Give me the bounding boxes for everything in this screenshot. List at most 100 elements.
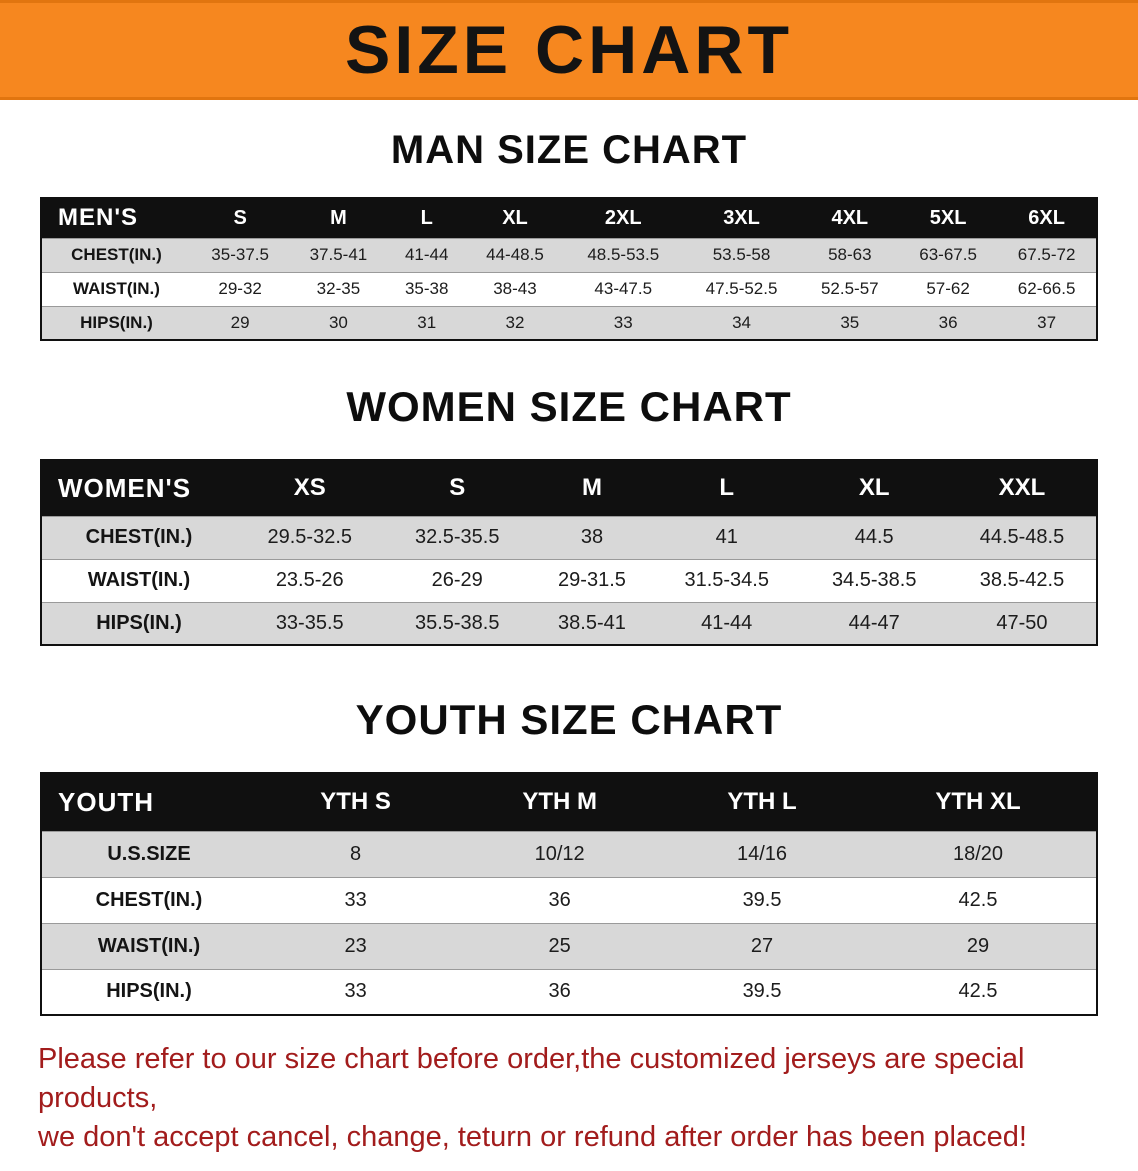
size-cell: 35 [840,312,860,332]
size-cell: 44.5 [854,526,894,548]
column-header: 4XL [831,206,869,229]
column-header: XL [502,206,528,229]
table-body-men: CHEST(IN.) 35-37.5 37.5-41 41-44 44-48.5 48.5… [41,238,1097,340]
row-label: CHEST(IN.) [95,888,203,911]
size-table-women: WOMEN'S XS S M L XL XXL CHEST(IN.) 29.5-32.5 32.5… [40,459,1098,646]
size-cell: 23 [344,934,367,957]
table-row: WAIST(IN.) 23.5-26 26-29 29-31.5 31.5-34.5 34… [41,559,1097,602]
size-cell: 29.5-32.5 [267,526,352,548]
column-header: XXL [998,474,1046,502]
section-heading-men: MAN SIZE CHART [390,128,748,172]
size-cell: 38 [580,526,604,548]
row-label: U.S.SIZE [107,842,191,865]
table-corner-label: YOUTH [58,786,154,817]
column-header: 5XL [929,206,967,229]
notice-line-1: Please refer to our size chart before or… [38,1043,1025,1114]
section-heading-women: WOMEN SIZE CHART [346,383,792,430]
column-header: 6XL [1028,206,1065,229]
footer-notice: Please refer to our size chart before or… [0,1040,1138,1157]
column-header: M [581,474,602,502]
table-row: HIPS(IN.) 33-35.5 35.5-38.5 38.5-41 41-44 44-… [41,602,1097,645]
size-cell: 18/20 [952,842,1004,865]
size-cell: 33 [344,980,367,1003]
column-header: XL [858,474,890,502]
size-cell: 39.5 [742,980,782,1003]
size-cell: 35-38 [404,279,449,298]
table-row: HIPS(IN.) 33 36 39.5 42.5 [41,969,1097,1015]
size-cell: 57-62 [926,279,970,298]
size-cell: 33 [613,312,633,332]
size-cell: 42.5 [958,888,998,911]
table-row: WAIST(IN.) 29-32 32-35 35-38 38-43 43-47.5 47.… [41,272,1097,306]
size-cell: 44-47 [848,611,900,634]
size-cell: 42.5 [958,980,998,1003]
row-label: WAIST(IN.) [73,279,160,298]
table-body-youth: U.S.SIZE 8 10/12 14/16 18/20 CHEST(IN.) 33 36 39… [41,831,1097,1015]
table-row: CHEST(IN.) 33 36 39.5 42.5 [41,877,1097,923]
size-cell: 29-32 [218,279,262,298]
column-header: YTH L [727,788,797,816]
size-cell: 29-31.5 [558,569,626,591]
size-table-youth: YOUTH YTH S YTH M YTH L YTH XL U.S.SIZE 8 10/12… [40,772,1098,1016]
size-cell: 38.5-42.5 [979,569,1065,591]
column-header: S [449,474,466,502]
size-cell: 52.5-57 [820,279,879,298]
size-cell: 44-48.5 [486,245,544,264]
size-cell: 27 [750,934,774,957]
size-cell: 8 [350,842,362,865]
size-cell: 41 [715,526,738,548]
size-cell: 29 [230,312,250,332]
table-body-women: CHEST(IN.) 29.5-32.5 32.5-35.5 38 41 44.5 44.5… [41,516,1097,645]
table-row: CHEST(IN.) 29.5-32.5 32.5-35.5 38 41 44.5 44.5… [41,516,1097,559]
size-cell: 62-66.5 [1017,279,1076,298]
column-header: M [330,206,347,229]
column-header: L [719,474,735,502]
column-header: L [420,206,433,229]
size-cell: 32-35 [316,279,361,298]
size-cell: 47-50 [996,611,1048,634]
size-section-men: MAN SIZE CHART MEN'S S M L XL 2XL 3XL 4XL 5XL 6XL C… [0,128,1138,341]
row-label: HIPS(IN.) [80,312,153,332]
size-cell: 34.5-38.5 [831,569,917,591]
column-header: XS [293,474,326,502]
size-cell: 23.5-26 [275,569,344,591]
size-section-women: WOMEN SIZE CHART WOMEN'S XS S M L XL XXL CHEST(I… [0,383,1138,646]
size-cell: 33 [344,888,367,911]
size-chart-sections: MAN SIZE CHART MEN'S S M L XL 2XL 3XL 4XL 5XL 6XL C… [0,128,1138,1016]
table-head-men: MEN'S S M L XL 2XL 3XL 4XL 5XL 6XL [41,198,1097,238]
size-cell: 14/16 [737,842,788,865]
size-cell: 32 [505,312,525,332]
table-header-row: WOMEN'S XS S M L XL XXL [41,460,1097,516]
size-cell: 37.5-41 [309,245,368,264]
size-cell: 32.5-35.5 [414,526,500,548]
size-section-youth: YOUTH SIZE CHART YOUTH YTH S YTH M YTH L YTH … [0,696,1138,1016]
table-row: CHEST(IN.) 35-37.5 37.5-41 41-44 44-48.5 48.5… [41,238,1097,272]
table-row: HIPS(IN.) 29 30 31 32 33 34 35 36 37 [41,306,1097,340]
table-row: U.S.SIZE 8 10/12 14/16 18/20 [41,831,1097,877]
size-cell: 41-44 [701,611,753,634]
size-cell: 33-35.5 [275,611,344,634]
size-cell: 31.5-34.5 [684,569,769,591]
table-corner-label: WOMEN'S [58,472,192,503]
row-label: HIPS(IN.) [106,980,192,1003]
size-cell: 43-47.5 [594,279,653,298]
table-header-row: MEN'S S M L XL 2XL 3XL 4XL 5XL 6XL [41,198,1097,238]
section-heading-youth: YOUTH SIZE CHART [355,696,783,743]
size-cell: 63-67.5 [919,245,977,264]
size-cell: 53.5-58 [712,245,771,264]
size-cell: 58-63 [828,245,872,264]
size-cell: 35-37.5 [211,245,269,264]
column-header: 2XL [604,206,642,229]
size-cell: 41-44 [404,245,449,264]
column-header: YTH S [320,788,391,816]
table-head-youth: YOUTH YTH S YTH M YTH L YTH XL [41,773,1097,831]
column-header: S [233,206,247,229]
size-cell: 38.5-41 [558,611,626,634]
row-label: CHEST(IN.) [85,526,193,548]
table-head-women: WOMEN'S XS S M L XL XXL [41,460,1097,516]
row-label: CHEST(IN.) [71,245,162,264]
size-cell: 26-29 [431,569,483,591]
size-cell: 36 [938,312,958,332]
page-title: SIZE CHART [345,12,793,88]
